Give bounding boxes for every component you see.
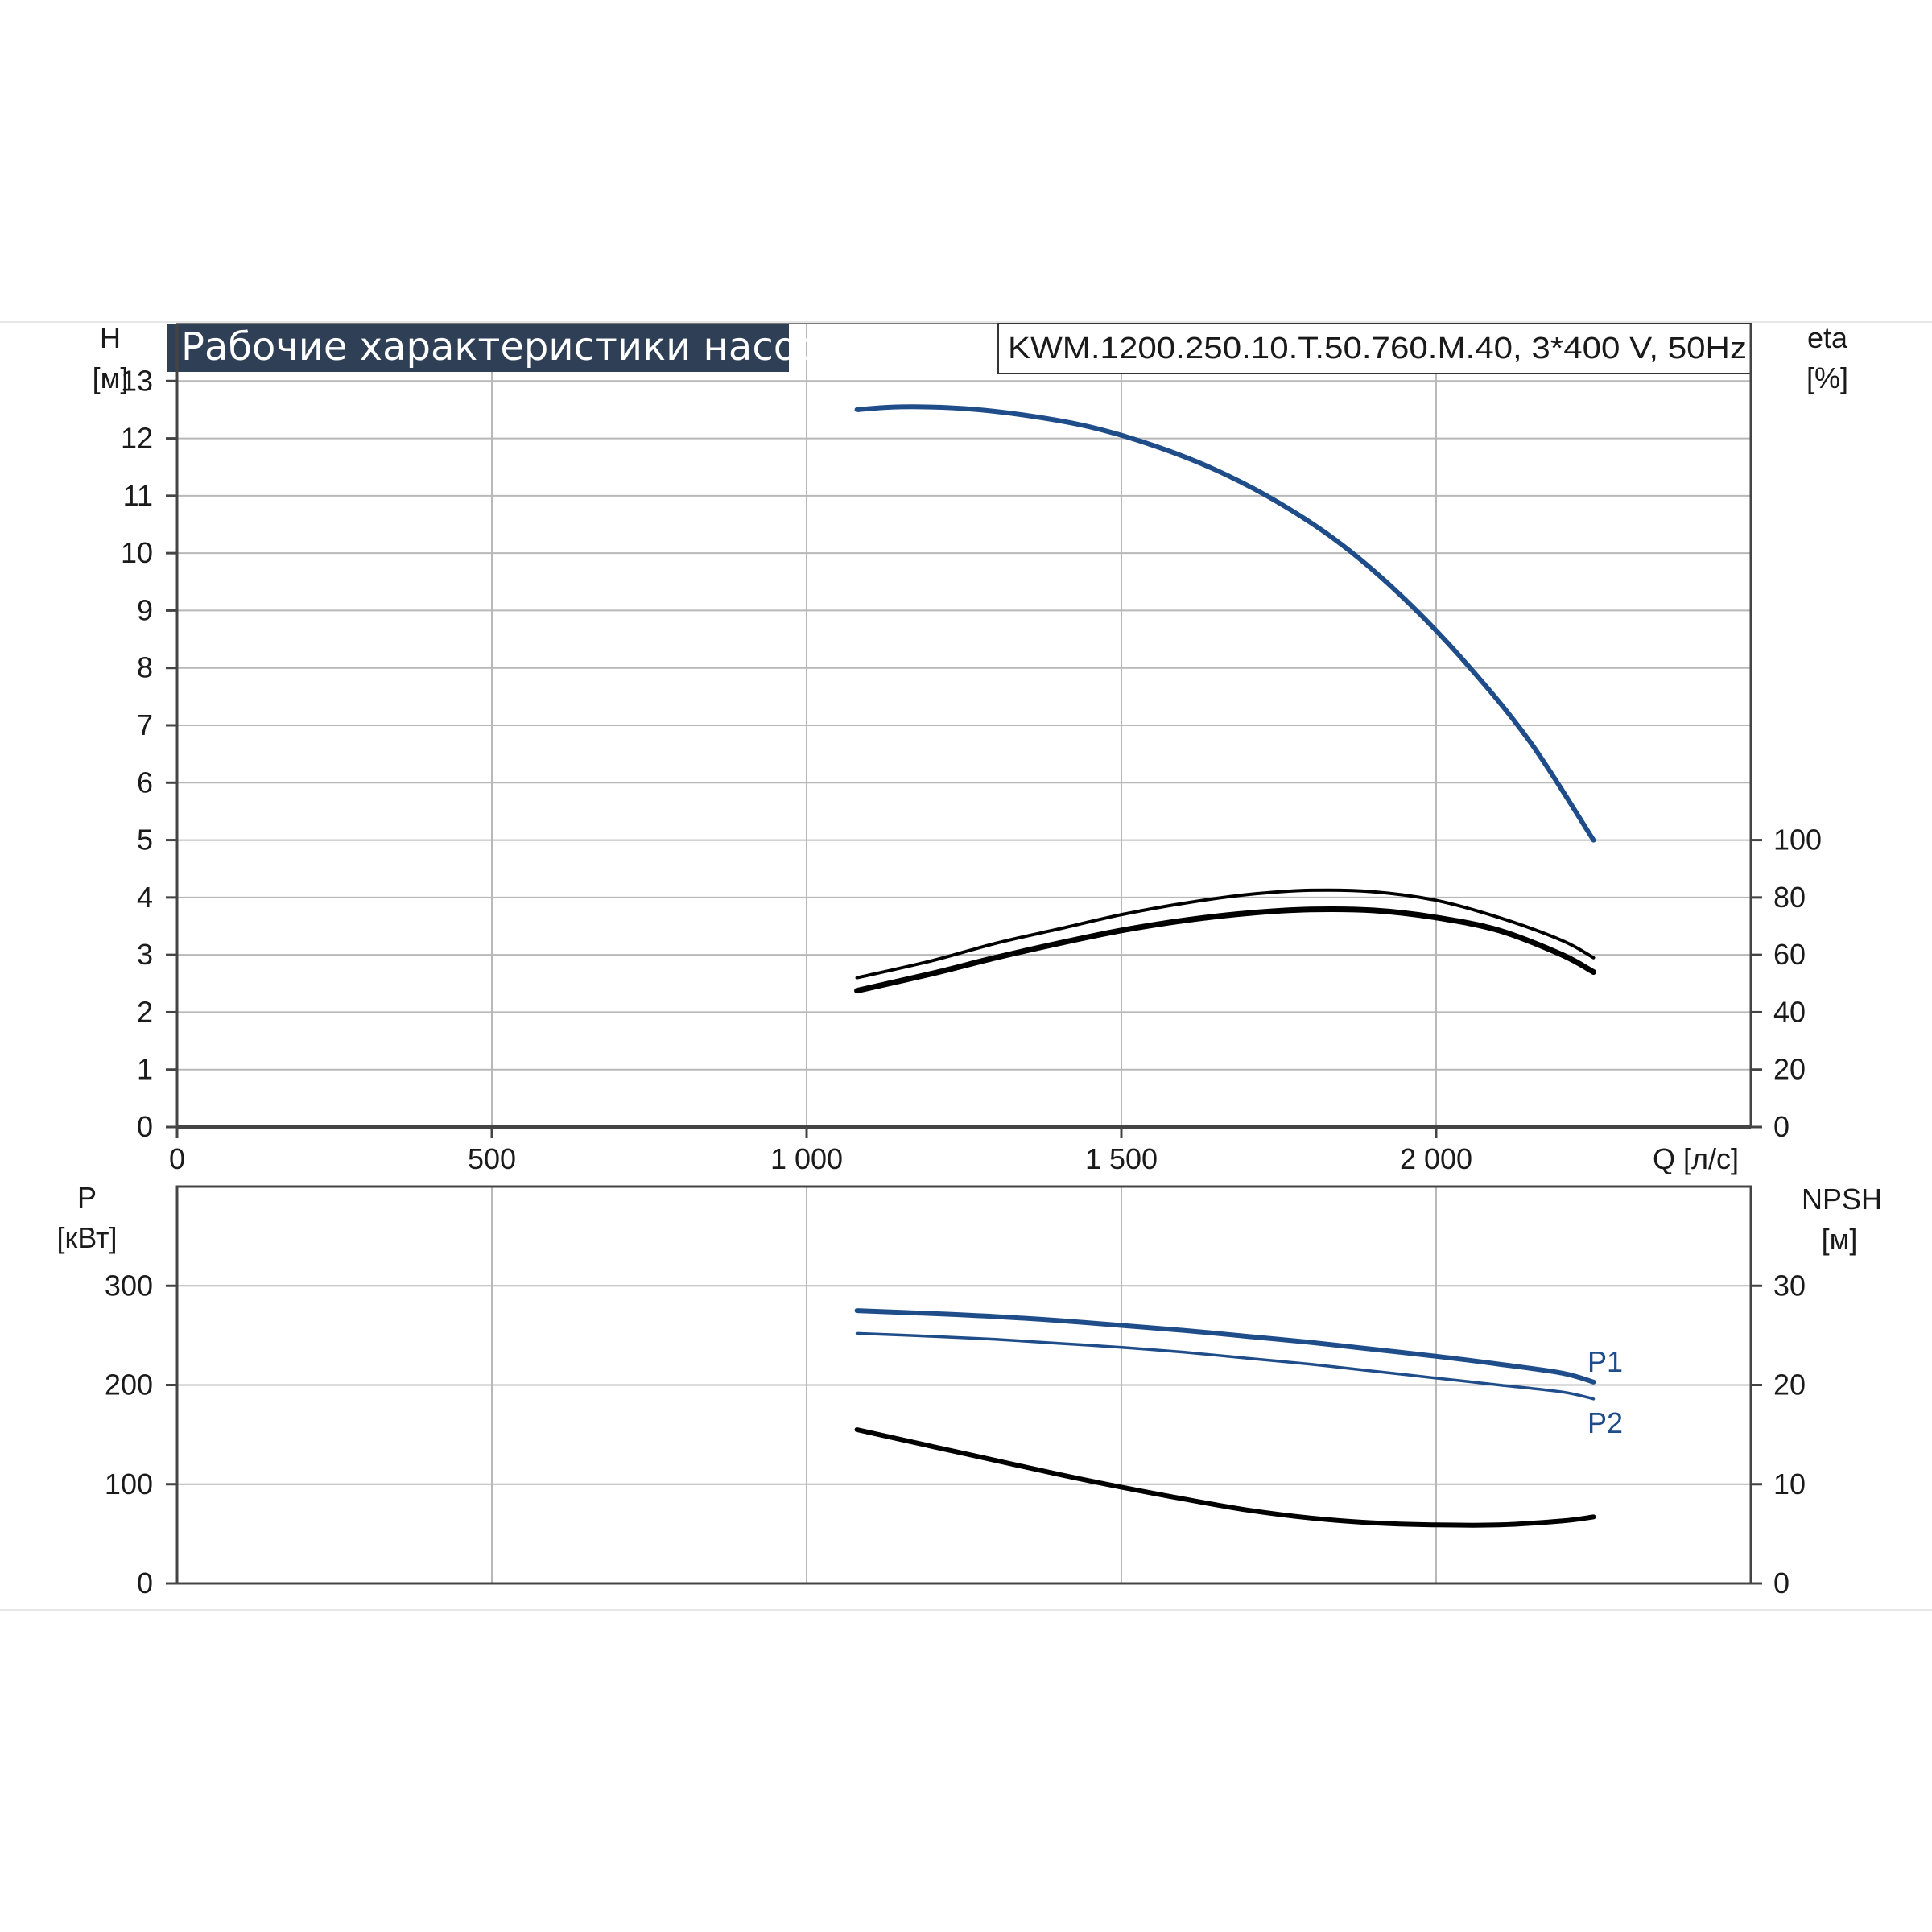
upper-left-tick-label: 13	[121, 364, 153, 397]
upper-right-tick-label: 40	[1773, 995, 1806, 1028]
x-tick-label: 2 000	[1400, 1142, 1472, 1175]
x-tick-label: 0	[169, 1142, 185, 1175]
x-tick-label: 1 000	[770, 1142, 843, 1175]
lower-series-line-0	[854, 1308, 1596, 1385]
upper-left-tick-label: 10	[121, 536, 153, 569]
upper-right-tick-label: 20	[1773, 1053, 1806, 1086]
upper-left-tick-label: 1	[137, 1053, 153, 1086]
upper-left-tick-label: 3	[137, 938, 153, 971]
lower-right-tick-label: 30	[1773, 1269, 1806, 1302]
upper-left-tick-label: 7	[137, 708, 153, 741]
lower-series-line-2	[854, 1427, 1596, 1528]
power-axis-unit: [кВт]	[56, 1221, 117, 1254]
lower-left-tick-label: 300	[105, 1269, 153, 1302]
upper-curves	[854, 404, 1596, 994]
upper-left-tick-label: 5	[137, 824, 153, 857]
lower-left-tick-label: 200	[105, 1368, 153, 1402]
x-tick-label: 1 500	[1085, 1142, 1158, 1175]
x-tick-label: 500	[468, 1142, 516, 1175]
upper-series-line-0	[854, 404, 1596, 843]
lower-axis-ticks: 0 100 200 300 0 10 20 30	[105, 1269, 1806, 1600]
lower-right-tick-label: 0	[1773, 1567, 1790, 1600]
upper-series-line-2	[854, 906, 1596, 994]
upper-left-tick-label: 9	[137, 593, 153, 626]
upper-right-tick-label: 0	[1773, 1110, 1790, 1143]
upper-left-tick-label: 6	[137, 766, 153, 799]
head-axis-unit: [м]	[93, 361, 129, 394]
lower-series-line-1	[855, 1331, 1596, 1401]
model-label: KWM.1200.250.10.T.50.760.M.40, 3*400 V, …	[1008, 332, 1747, 365]
chart-title: Рабочие характеристики насоса	[181, 324, 842, 369]
model-box	[997, 323, 1752, 374]
lower-right-tick-label: 20	[1773, 1368, 1806, 1402]
lower-curves	[854, 1308, 1596, 1528]
power-axis-label: P	[77, 1181, 97, 1214]
efficiency-axis-label: eta	[1807, 321, 1848, 354]
npsh-axis-unit: [м]	[1822, 1223, 1858, 1256]
p1-curve-label: P1	[1587, 1345, 1623, 1378]
efficiency-axis-unit: [%]	[1806, 361, 1848, 394]
upper-grid	[177, 324, 1751, 1127]
head-axis-label: H	[100, 321, 121, 354]
p2-curve-label: P2	[1587, 1406, 1623, 1439]
upper-right-tick-label: 80	[1773, 881, 1806, 914]
lower-left-tick-label: 0	[137, 1567, 153, 1600]
upper-left-tick-label: 4	[137, 881, 153, 914]
npsh-axis-label: NPSH	[1802, 1183, 1882, 1216]
upper-chart-panel: Рабочие характеристики насоса KWM.1200.2…	[93, 321, 1848, 1175]
upper-left-tick-label: 11	[123, 479, 153, 512]
lower-chart-panel: P [кВт] NPSH [м] 0 100 200 300 0 10 20 30 P1 P2	[56, 1181, 1882, 1600]
lower-right-tick-label: 10	[1773, 1468, 1806, 1501]
chart-title-box	[167, 324, 789, 372]
upper-series-line-1	[855, 888, 1596, 980]
upper-left-tick-label: 12	[121, 422, 153, 455]
lower-left-tick-label: 100	[105, 1468, 153, 1501]
upper-left-tick-label: 2	[137, 995, 153, 1028]
upper-left-tick-label: 0	[137, 1110, 153, 1143]
upper-left-tick-label: 8	[137, 651, 153, 684]
x-axis-label: Q [л/с]	[1653, 1142, 1739, 1175]
upper-right-tick-label: 100	[1773, 824, 1822, 857]
upper-right-tick-label: 60	[1773, 938, 1806, 971]
